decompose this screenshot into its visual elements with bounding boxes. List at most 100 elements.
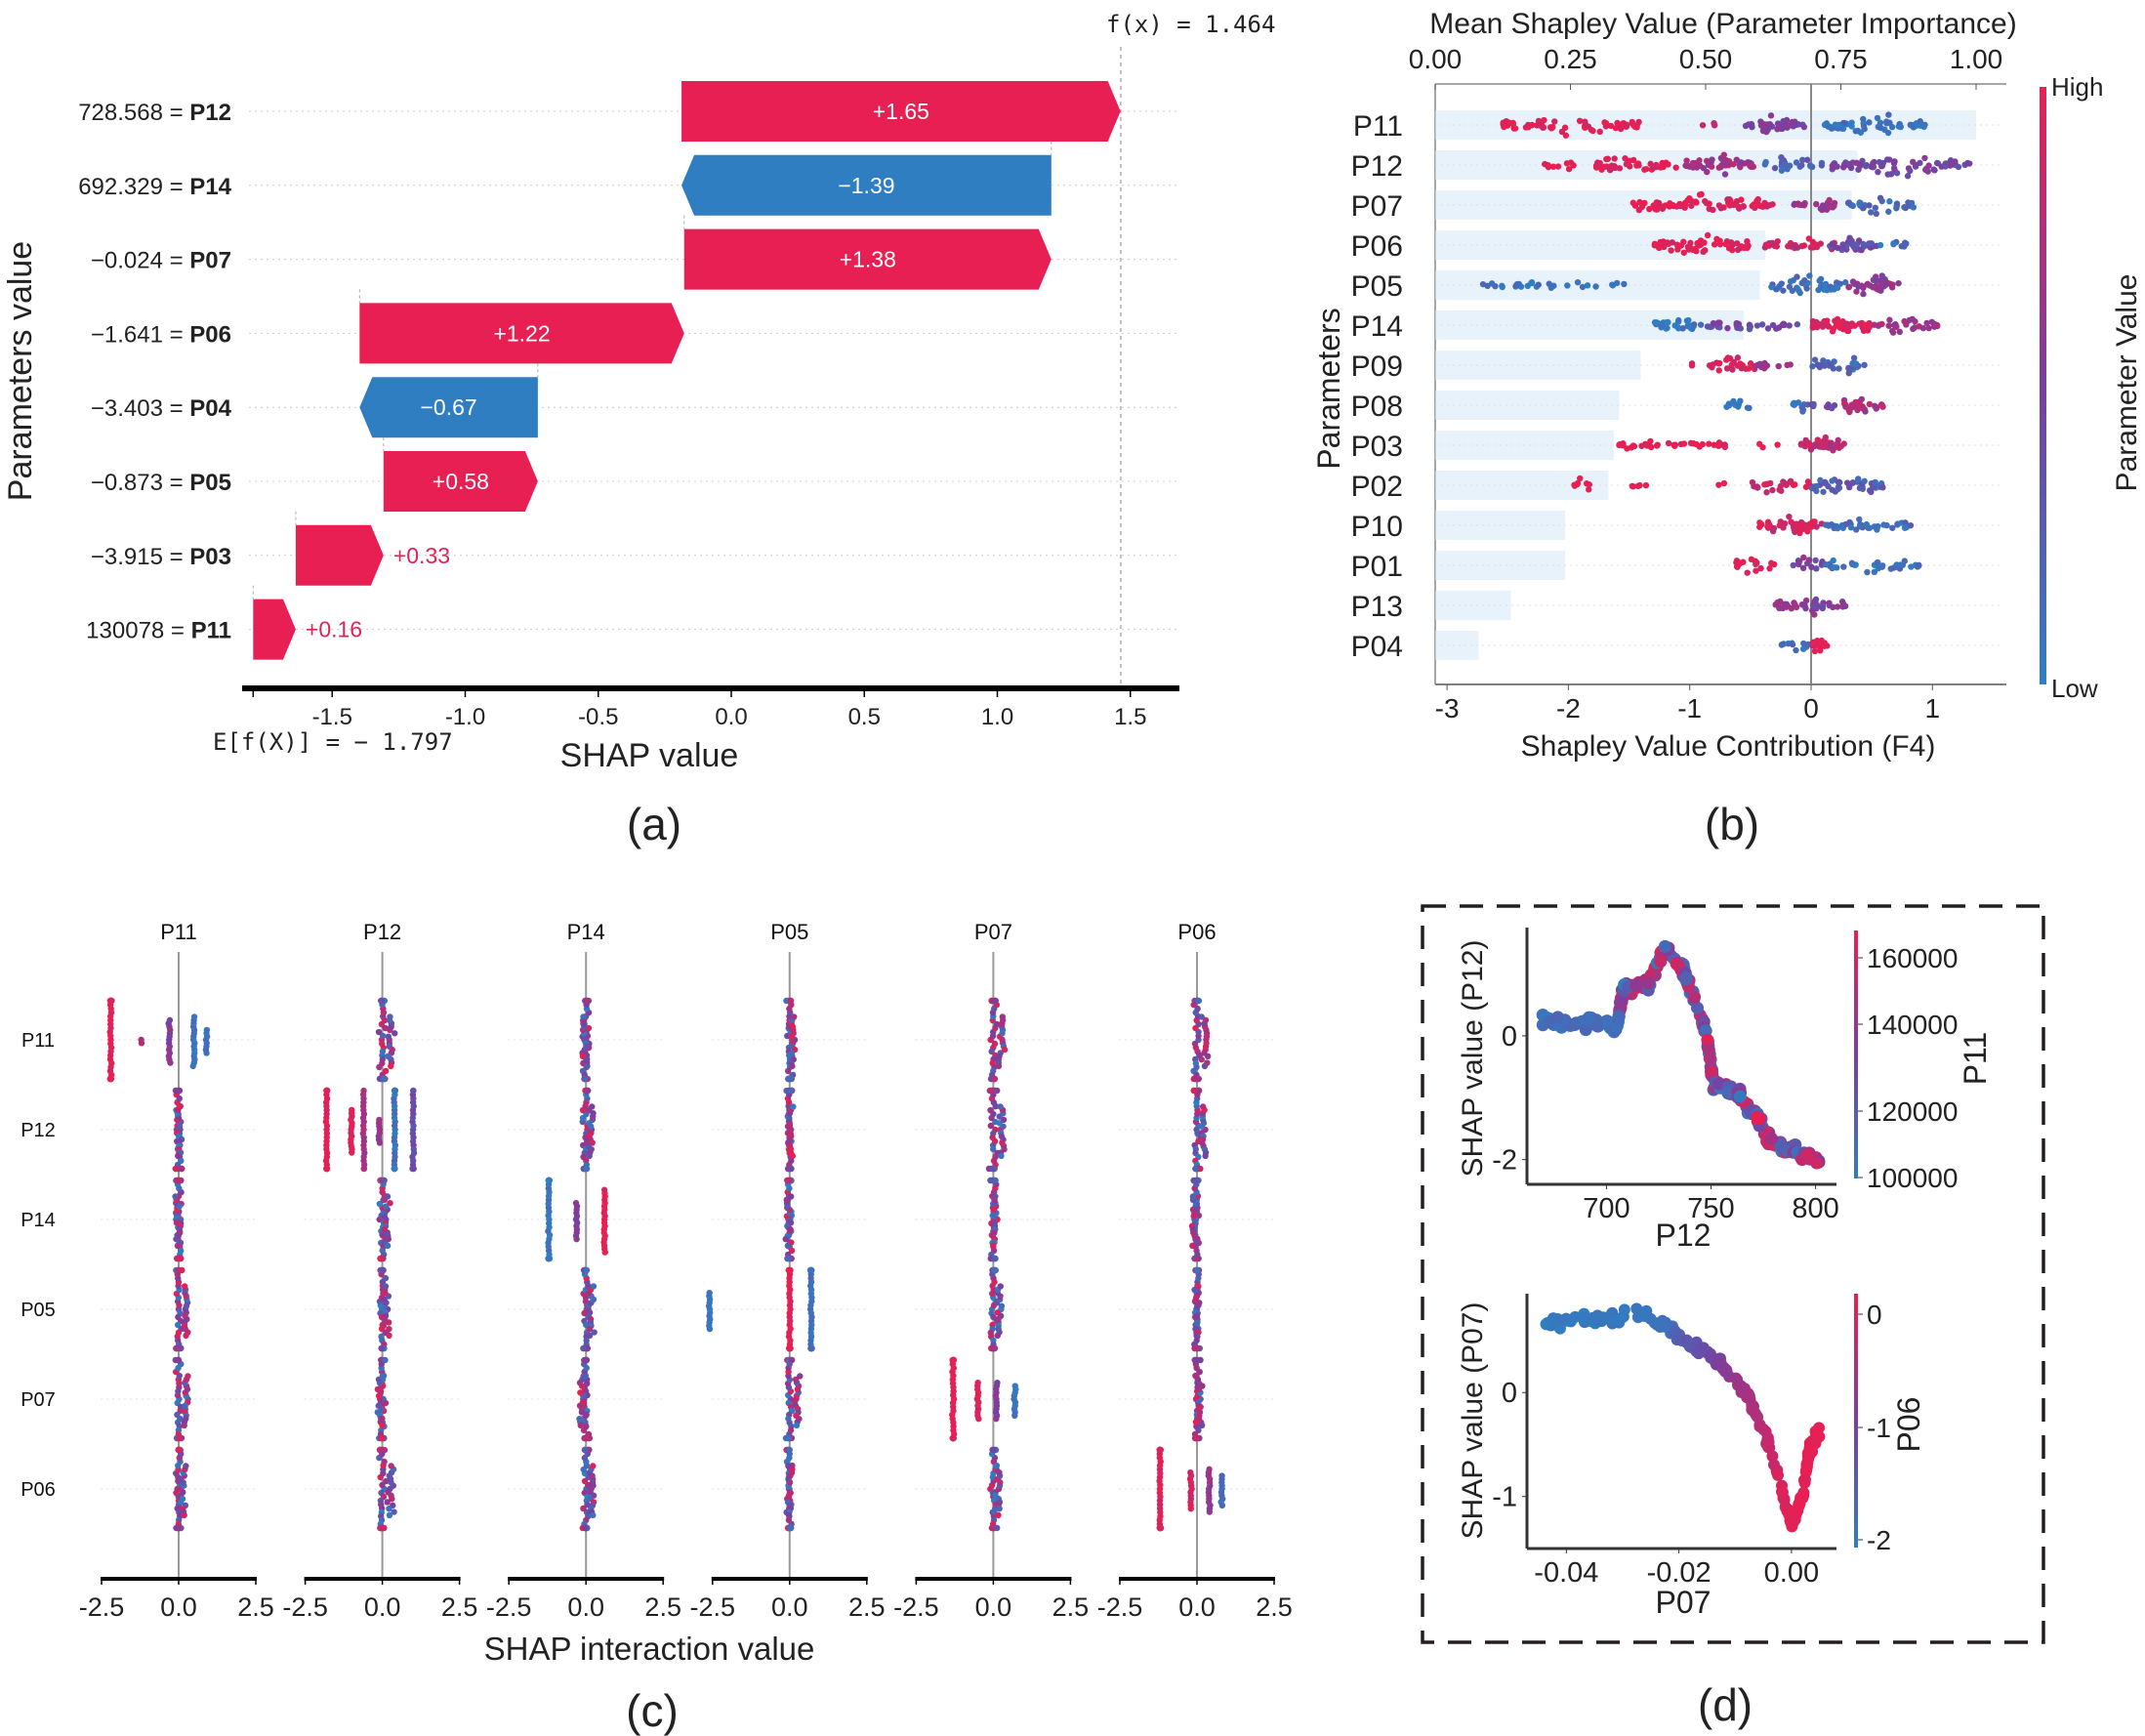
panel-d-top-ylabel: SHAP value (P12) [1457, 940, 1489, 1178]
beeswarm-point-P07 [1794, 201, 1802, 208]
interaction-point-P14-P11 [176, 1177, 184, 1184]
beeswarm-point-P10 [1756, 523, 1763, 530]
beeswarm-point-P11 [1886, 119, 1893, 126]
interaction-point-P12-P12 [349, 1106, 355, 1114]
beeswarm-point-P09 [1722, 356, 1730, 363]
x-tick-label: -2 [1556, 693, 1581, 723]
interaction-point-P11-P05 [787, 997, 794, 1005]
interaction-point-P11-P07 [1001, 1046, 1009, 1054]
panel-b-caption: (b) [1705, 799, 1759, 849]
x-tick-label: 2.5 [848, 1592, 886, 1622]
interaction-point-P11-P11 [107, 1075, 114, 1083]
beeswarm-point-P08 [1858, 395, 1866, 403]
beeswarm-point-P12 [1709, 156, 1715, 163]
beeswarm-point-P14 [1861, 321, 1869, 328]
colorbar-tick-label: 0 [1867, 1300, 1882, 1330]
interaction-point-P14-P07 [992, 1255, 999, 1262]
beeswarm-point-P10 [1813, 523, 1820, 530]
beeswarm-point-P07 [1653, 202, 1660, 209]
beeswarm-point-P11 [1786, 122, 1793, 129]
interaction-point-P05-P14 [586, 1332, 594, 1340]
beeswarm-point-P01 [1908, 563, 1915, 570]
beeswarm-point-P10 [1871, 523, 1878, 530]
interaction-point-P14-P05 [782, 1235, 789, 1243]
dependence-point [1810, 1156, 1824, 1170]
beeswarm-point-P11 [1800, 123, 1808, 131]
interaction-point-P05-P11 [183, 1332, 189, 1340]
interaction-point-P07-P11 [175, 1356, 182, 1364]
interaction-point-P05-P05 [787, 1266, 794, 1274]
interaction-point-P12-P06 [1199, 1103, 1207, 1110]
beeswarm-point-P04 [1779, 641, 1786, 648]
x-tick-label: 0.0 [771, 1592, 808, 1622]
beeswarm-point-P12 [1771, 164, 1779, 172]
beeswarm-point-P01 [1848, 559, 1856, 566]
dependence-point [1809, 1426, 1822, 1438]
beeswarm-point-P09 [1716, 359, 1723, 367]
y-tick-label: 0 [1502, 1021, 1517, 1053]
interaction-point-P05-P05 [786, 1344, 793, 1352]
beeswarm-point-P03 [1840, 440, 1847, 447]
beeswarm-point-P12 [1686, 163, 1693, 170]
beeswarm-point-P14 [1813, 323, 1821, 331]
beeswarm-point-P11 [1748, 121, 1755, 129]
interaction-point-P11-P06 [1195, 997, 1203, 1005]
y-tick-label: -1 [1492, 1482, 1517, 1513]
interaction-point-P14-P14 [545, 1255, 553, 1262]
interaction-point-P12-P12 [392, 1087, 398, 1095]
interaction-point-P05-P11 [179, 1266, 186, 1274]
interaction-point-P05-P14 [590, 1283, 598, 1290]
interaction-point-P07-P12 [382, 1399, 390, 1407]
x-tick-label: 0.0 [715, 704, 747, 730]
beeswarm-point-P09 [1775, 362, 1782, 370]
x-tick-label: 0.0 [975, 1592, 1012, 1622]
beeswarm-point-P01 [1879, 562, 1886, 569]
beeswarm-point-P13 [1812, 596, 1820, 603]
interaction-point-P05-P05 [706, 1290, 713, 1297]
column-title-P06: P06 [1177, 920, 1216, 944]
beeswarm-point-P12 [1683, 157, 1690, 164]
beeswarm-point-P11 [1774, 120, 1782, 127]
beeswarm-point-P02 [1820, 488, 1827, 495]
row-label-P05: P05 [1351, 270, 1403, 303]
beeswarm-point-P12 [1786, 162, 1794, 169]
beeswarm-point-P02 [1634, 482, 1641, 490]
beeswarm-point-P12 [1893, 170, 1901, 177]
panel-b-colorbar-low: Low [2051, 674, 2098, 703]
beeswarm-point-P02 [1790, 481, 1797, 488]
row-label-P06: P06 [21, 1479, 56, 1501]
beeswarm-point-P05 [1855, 283, 1862, 290]
interaction-point-P07-P14 [580, 1426, 588, 1434]
beeswarm-point-P14 [1769, 321, 1777, 329]
interaction-point-P07-P07 [994, 1380, 1001, 1386]
interaction-point-P12-P05 [788, 1087, 795, 1095]
interaction-point-P06-P05 [786, 1524, 794, 1532]
beeswarm-point-P03 [1620, 441, 1627, 448]
dependence-point [1806, 1445, 1819, 1458]
beeswarm-point-P08 [1823, 403, 1831, 410]
beeswarm-point-P06 [1729, 241, 1737, 248]
interaction-point-P14-P12 [384, 1242, 392, 1250]
interaction-point-P05-P06 [1193, 1332, 1200, 1340]
beeswarm-point-P07 [1801, 199, 1808, 207]
row-label-P04: P04 [1351, 631, 1403, 663]
interaction-point-P12-P07 [1000, 1116, 1008, 1124]
interaction-point-P05-P07 [998, 1302, 1006, 1309]
beeswarm-point-P11 [1602, 119, 1610, 127]
beeswarm-point-P07 [1686, 194, 1693, 202]
beeswarm-point-P02 [1583, 480, 1590, 487]
beeswarm-point-P10 [1805, 521, 1812, 528]
beeswarm-point-P07 [1724, 196, 1731, 203]
beeswarm-point-P09 [1728, 361, 1736, 368]
interaction-point-P06-P14 [590, 1463, 597, 1469]
interaction-point-P07-P06 [1199, 1383, 1206, 1389]
beeswarm-point-P14 [1825, 323, 1833, 330]
beeswarm-point-P05 [1849, 278, 1857, 285]
interaction-point-P14-P14 [573, 1235, 580, 1243]
beeswarm-point-P03 [1665, 439, 1672, 447]
interaction-point-P05-P05 [807, 1344, 814, 1352]
beeswarm-point-P07 [1886, 198, 1893, 205]
interaction-point-P12-P12 [391, 1165, 397, 1173]
beeswarm-point-P13 [1839, 600, 1847, 607]
beeswarm-point-P10 [1764, 519, 1772, 526]
